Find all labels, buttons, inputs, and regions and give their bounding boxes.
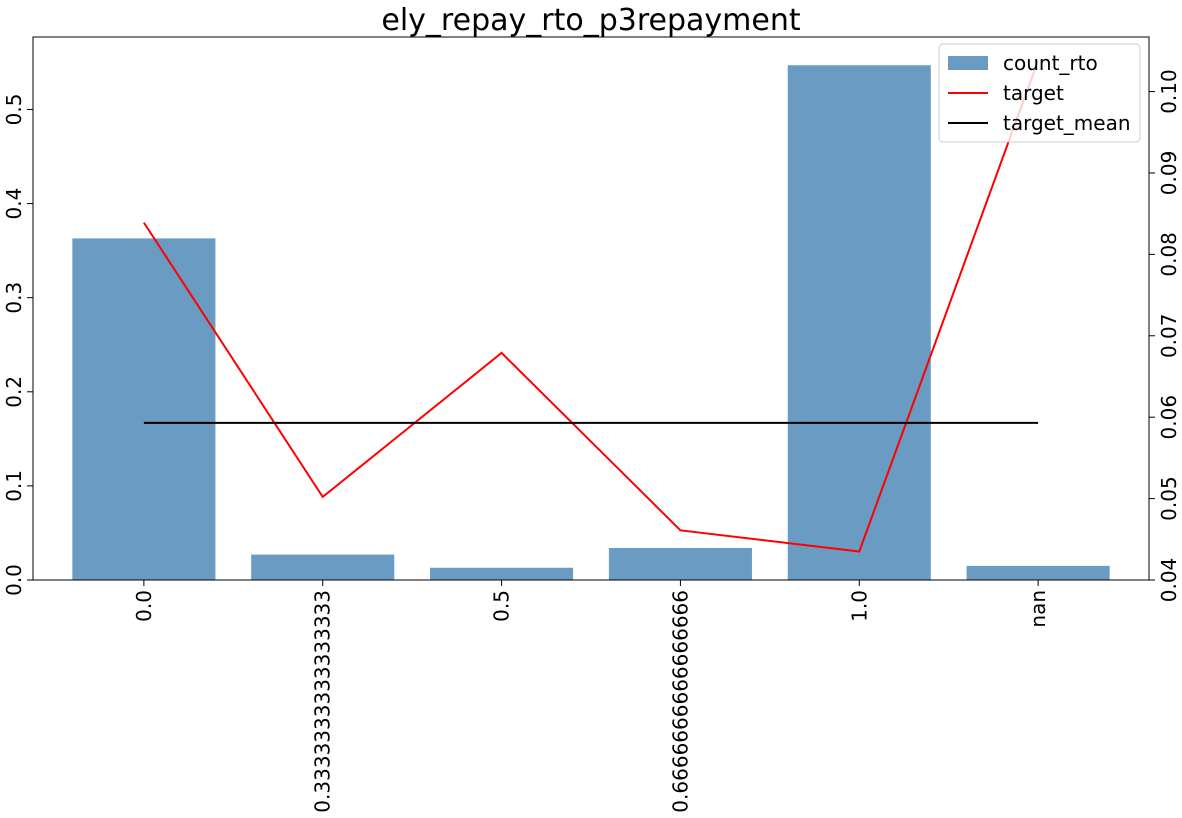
x-tick-label: nan	[1026, 590, 1050, 628]
y-left-tick-label: 0.1	[2, 470, 26, 502]
y-left-tick-label: 0.2	[2, 376, 26, 408]
y-left-tick-label: 0.5	[2, 94, 26, 126]
y-left-tick-label: 0.4	[2, 188, 26, 220]
bar-0-0	[72, 238, 216, 580]
bar-0-6666666666666666	[608, 548, 752, 580]
y-right-tick-label: 0.09	[1157, 151, 1181, 196]
bar-1-0	[787, 65, 931, 580]
legend-label-count-rto: count_rto	[1003, 51, 1098, 75]
bar-0-5	[430, 567, 574, 580]
y-left-tick-label: 0.3	[2, 282, 26, 314]
bar-nan	[966, 565, 1110, 580]
y-right-tick-label: 0.08	[1157, 232, 1181, 277]
y-right-tick-label: 0.05	[1157, 476, 1181, 521]
legend-label-target-mean: target_mean	[1003, 111, 1131, 135]
chart-title: ely_repay_rto_p3repayment	[381, 3, 800, 38]
legend-label-target: target	[1003, 81, 1064, 105]
y-right-tick-label: 0.07	[1157, 314, 1181, 359]
y-axis-left: 0.0 0.1 0.2 0.3 0.4 0.5	[2, 94, 33, 596]
x-axis: 0.0 0.3333333333333333 0.5 0.66666666666666…	[132, 580, 1050, 813]
x-tick-label: 0.5	[490, 590, 514, 622]
plot-frame	[32, 36, 1150, 581]
x-tick-label: 1.0	[847, 590, 871, 622]
series-line-target	[143, 60, 1040, 553]
y-right-tick-label: 0.10	[1157, 69, 1181, 114]
y-left-tick-label: 0.0	[2, 564, 26, 596]
y-axis-right: 0.04 0.05 0.06 0.07 0.08 0.09 0.10	[1149, 69, 1181, 602]
y-right-tick-label: 0.06	[1157, 395, 1181, 440]
bar-0-3333333333333333	[251, 554, 395, 580]
lines-layer	[143, 60, 1040, 553]
legend-swatch-count-rto	[948, 56, 988, 70]
y-right-tick-label: 0.04	[1157, 558, 1181, 603]
legend-box	[938, 43, 1141, 143]
x-tick-label: 0.0	[132, 590, 156, 622]
x-tick-label: 0.3333333333333333	[311, 590, 335, 813]
x-tick-label: 0.6666666666666666	[668, 590, 692, 813]
